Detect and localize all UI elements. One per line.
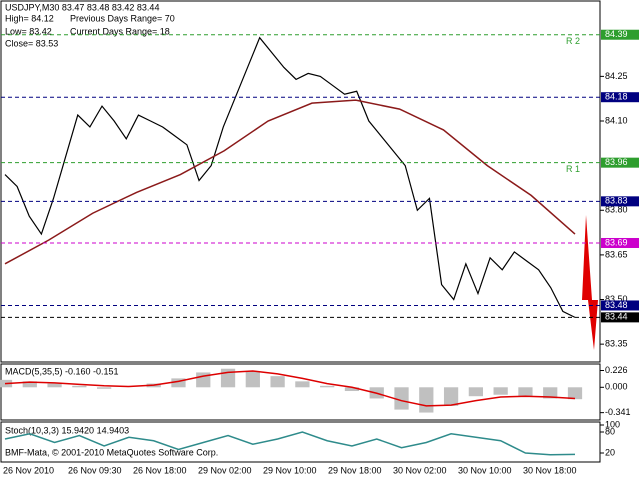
y-tick-label: 80 — [605, 426, 615, 436]
info: Low= 83.42 — [5, 26, 52, 36]
info: High= 84.12 — [5, 13, 54, 23]
stoch-title: Stoch(10,3,3) 15.9420 14.9403 — [5, 425, 129, 435]
level-label: 83.83 — [605, 196, 628, 206]
level-label: 84.18 — [605, 92, 628, 102]
bar — [47, 383, 62, 388]
level-label: 83.96 — [605, 157, 628, 167]
level-label: 83.44 — [605, 312, 628, 322]
x-tick-label: 29 Nov 02:00 — [198, 465, 252, 475]
chart-title: USDJPY,M30 83.47 83.48 83.42 83.44 — [5, 2, 159, 12]
level-label: 83.48 — [605, 300, 628, 310]
info: Close= 83.53 — [5, 38, 58, 48]
y-tick-label: 0.000 — [605, 382, 628, 392]
macd-frame — [0, 363, 601, 421]
bar — [518, 387, 533, 397]
x-tick-label: 29 Nov 10:00 — [263, 465, 317, 475]
level-name: R 1 — [566, 164, 580, 174]
x-tick-label: 30 Nov 18:00 — [523, 465, 577, 475]
info: Previous Days Range= 70 — [70, 13, 175, 23]
bar — [394, 387, 409, 410]
x-tick-label: 30 Nov 10:00 — [458, 465, 512, 475]
x-tick-label: 30 Nov 02:00 — [393, 465, 447, 475]
level-box — [601, 92, 639, 103]
y-tick-label: 83.35 — [605, 339, 628, 349]
y-tick-label: 20 — [605, 447, 615, 457]
bar — [468, 387, 483, 397]
y-tick-label: 83.80 — [605, 205, 628, 215]
bar — [543, 387, 558, 399]
line — [4, 431, 576, 456]
bar — [171, 378, 186, 388]
bar — [320, 385, 335, 388]
bar — [245, 370, 260, 388]
y-tick-label: 0.226 — [605, 365, 628, 375]
level-box — [601, 196, 639, 207]
level-box — [601, 29, 639, 40]
macd-title: MACD(5,35,5) -0.160 -0.151 — [5, 366, 119, 376]
level-label: 83.69 — [605, 237, 628, 247]
bar — [419, 387, 434, 413]
level-name: R 2 — [566, 36, 580, 46]
bar — [443, 387, 459, 406]
bar — [295, 381, 310, 388]
stoch-frame — [0, 421, 601, 463]
info: Current Days Range= 18 — [70, 26, 170, 36]
bar — [97, 387, 112, 389]
y-tick-label: 83.65 — [605, 249, 628, 259]
main-frame — [0, 0, 601, 363]
x-tick-label: 26 Nov 18:00 — [133, 465, 187, 475]
y-tick-label: -0.341 — [605, 407, 631, 417]
bar — [344, 387, 360, 392]
line — [4, 99, 576, 265]
arrow — [582, 215, 598, 350]
y-tick-label: 84.10 — [605, 115, 628, 125]
x-tick-label: 26 Nov 2010 — [3, 465, 54, 475]
line — [4, 36, 576, 318]
line — [4, 370, 576, 407]
level-label: 84.39 — [605, 29, 628, 39]
bar — [270, 376, 285, 388]
footer: BMF-Mata, © 2001-2010 MetaQuotes Softwar… — [5, 447, 218, 457]
y-tick-label: 84.25 — [605, 71, 628, 81]
x-tick-label: 26 Nov 09:30 — [68, 465, 122, 475]
level-box — [601, 300, 639, 311]
y-tick-label: 100 — [605, 419, 620, 429]
level-box — [601, 312, 639, 323]
bar — [72, 385, 87, 388]
bar — [22, 381, 37, 388]
y-tick-label: 83.50 — [605, 294, 628, 304]
bar — [493, 387, 508, 395]
x-tick-label: 29 Nov 18:00 — [328, 465, 382, 475]
level-box — [601, 237, 639, 248]
bar — [567, 387, 583, 400]
level-box — [601, 157, 639, 168]
